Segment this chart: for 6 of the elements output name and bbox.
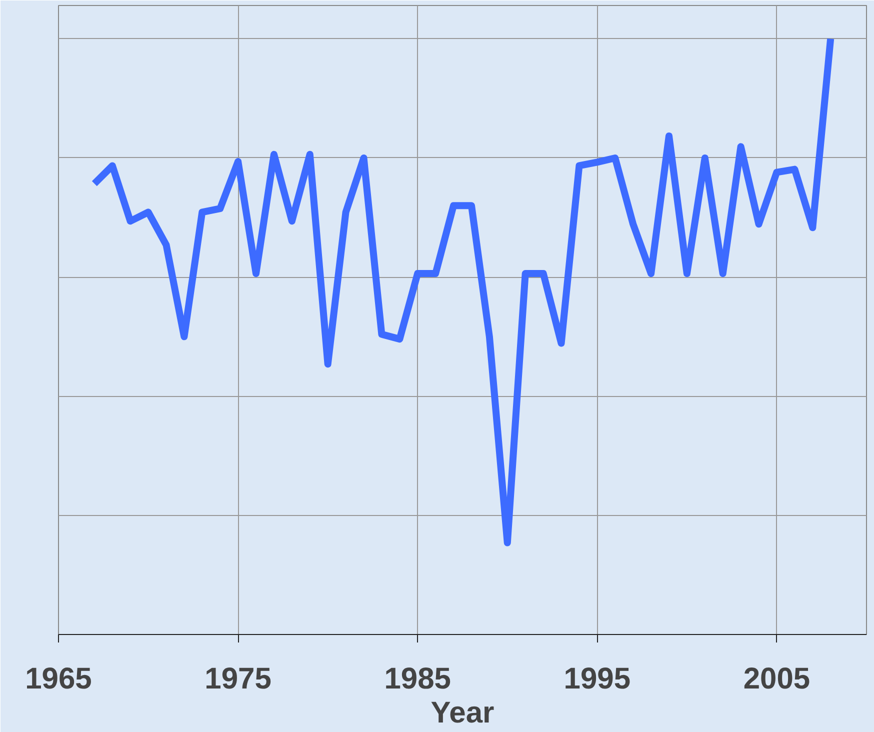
x-tick-label: 1975	[204, 662, 272, 696]
x-tick-label: 2005	[743, 662, 810, 696]
x-tick-label: 1985	[384, 662, 451, 696]
x-tick-label: 1965	[25, 662, 92, 696]
x-axis-title: Year	[430, 696, 495, 730]
x-tick-label: 1995	[564, 662, 631, 696]
